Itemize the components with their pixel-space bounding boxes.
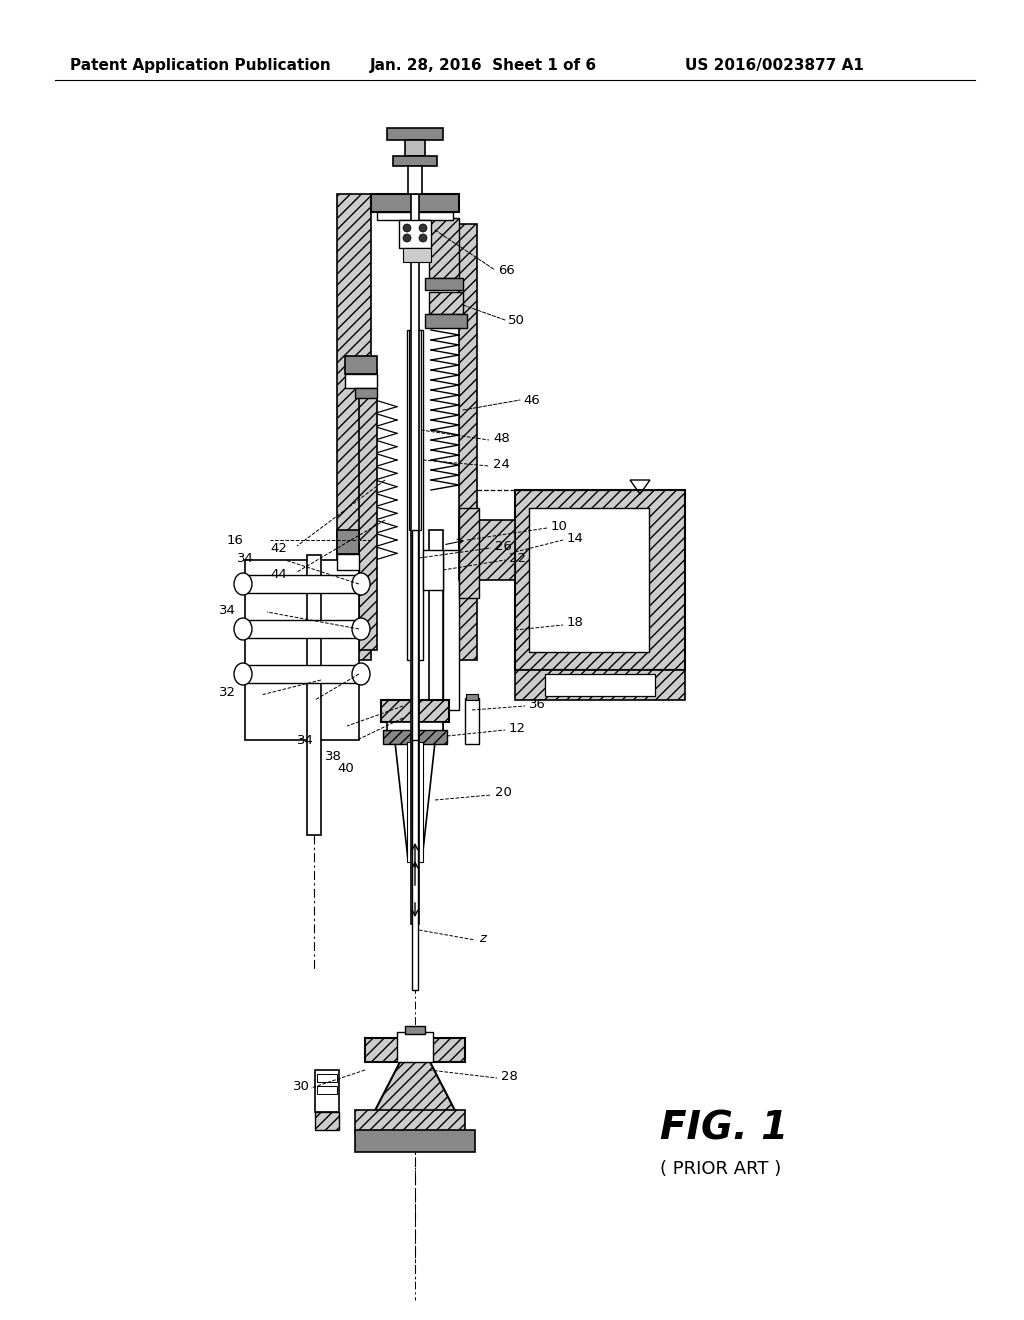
Bar <box>429 531 443 730</box>
Bar <box>307 554 321 836</box>
Bar <box>459 520 515 579</box>
Bar <box>247 665 357 682</box>
Bar <box>418 742 423 862</box>
Text: 34: 34 <box>297 734 314 747</box>
Bar <box>365 1038 465 1063</box>
Bar <box>399 220 431 248</box>
Bar <box>425 279 463 290</box>
Bar <box>337 554 359 570</box>
Bar <box>359 370 377 649</box>
Bar <box>411 194 419 924</box>
Bar <box>337 531 359 554</box>
Circle shape <box>403 224 411 232</box>
Bar <box>393 156 437 166</box>
Bar <box>387 722 443 742</box>
Text: 42: 42 <box>270 541 287 554</box>
Bar <box>412 741 418 990</box>
Text: 48: 48 <box>493 432 510 445</box>
Bar <box>459 224 477 660</box>
Bar <box>407 742 412 862</box>
Bar <box>397 1032 433 1063</box>
Bar <box>337 194 371 660</box>
Bar <box>315 1071 339 1111</box>
Text: 18: 18 <box>567 615 584 628</box>
Bar <box>425 314 467 327</box>
Text: 16: 16 <box>227 533 244 546</box>
Bar <box>387 128 443 140</box>
Text: 34: 34 <box>219 603 236 616</box>
Bar <box>515 671 685 700</box>
Text: 36: 36 <box>529 697 546 710</box>
Bar <box>515 490 685 671</box>
Bar <box>529 508 649 652</box>
Bar <box>466 694 478 700</box>
Bar <box>545 675 655 696</box>
Text: 20: 20 <box>495 787 512 800</box>
Text: 40: 40 <box>337 762 353 775</box>
Text: Jan. 28, 2016  Sheet 1 of 6: Jan. 28, 2016 Sheet 1 of 6 <box>370 58 597 73</box>
Bar <box>371 194 459 213</box>
Text: 22: 22 <box>509 552 526 565</box>
Text: ( PRIOR ART ): ( PRIOR ART ) <box>660 1160 781 1177</box>
Bar <box>345 374 377 388</box>
Bar <box>403 248 431 261</box>
Bar <box>377 213 453 220</box>
Text: 50: 50 <box>508 314 525 326</box>
Polygon shape <box>395 742 435 861</box>
Text: 38: 38 <box>325 750 342 763</box>
Text: 46: 46 <box>523 393 540 407</box>
Text: 66: 66 <box>498 264 515 276</box>
Text: 26: 26 <box>495 540 512 553</box>
Circle shape <box>419 224 427 232</box>
Bar <box>465 698 479 744</box>
Bar <box>247 620 357 638</box>
Circle shape <box>403 234 411 242</box>
Bar <box>355 1130 475 1152</box>
Text: 32: 32 <box>219 686 236 700</box>
Text: 14: 14 <box>567 532 584 544</box>
Text: 30: 30 <box>293 1080 310 1093</box>
Bar <box>381 700 449 722</box>
Bar <box>245 560 359 741</box>
Circle shape <box>419 234 427 242</box>
Bar <box>315 1111 339 1130</box>
Bar <box>409 330 421 531</box>
Ellipse shape <box>234 663 252 685</box>
Text: 12: 12 <box>509 722 526 734</box>
Text: 34: 34 <box>237 552 254 565</box>
Bar <box>429 292 463 314</box>
Bar <box>355 1110 465 1133</box>
Bar <box>406 1026 425 1034</box>
Text: 24: 24 <box>493 458 510 470</box>
Bar <box>247 576 357 593</box>
Polygon shape <box>365 1060 465 1130</box>
Ellipse shape <box>352 573 370 595</box>
Bar <box>429 218 459 279</box>
Text: US 2016/0023877 A1: US 2016/0023877 A1 <box>685 58 864 73</box>
Text: FIG. 1: FIG. 1 <box>660 1110 788 1148</box>
Ellipse shape <box>352 663 370 685</box>
Bar <box>459 508 479 598</box>
Text: 28: 28 <box>501 1069 518 1082</box>
Bar <box>317 1074 337 1082</box>
Bar <box>355 388 377 399</box>
Bar <box>317 1086 337 1094</box>
Ellipse shape <box>352 618 370 640</box>
Bar <box>406 140 425 156</box>
Text: 44: 44 <box>270 568 287 581</box>
Bar <box>408 166 422 194</box>
Bar <box>443 550 459 710</box>
Text: 10: 10 <box>551 520 568 532</box>
Bar <box>345 356 377 374</box>
Text: z: z <box>479 932 486 945</box>
Ellipse shape <box>234 573 252 595</box>
Bar <box>407 330 423 660</box>
Bar <box>383 730 447 744</box>
Bar <box>412 531 418 830</box>
Bar <box>423 550 443 590</box>
Ellipse shape <box>234 618 252 640</box>
Text: Patent Application Publication: Patent Application Publication <box>70 58 331 73</box>
